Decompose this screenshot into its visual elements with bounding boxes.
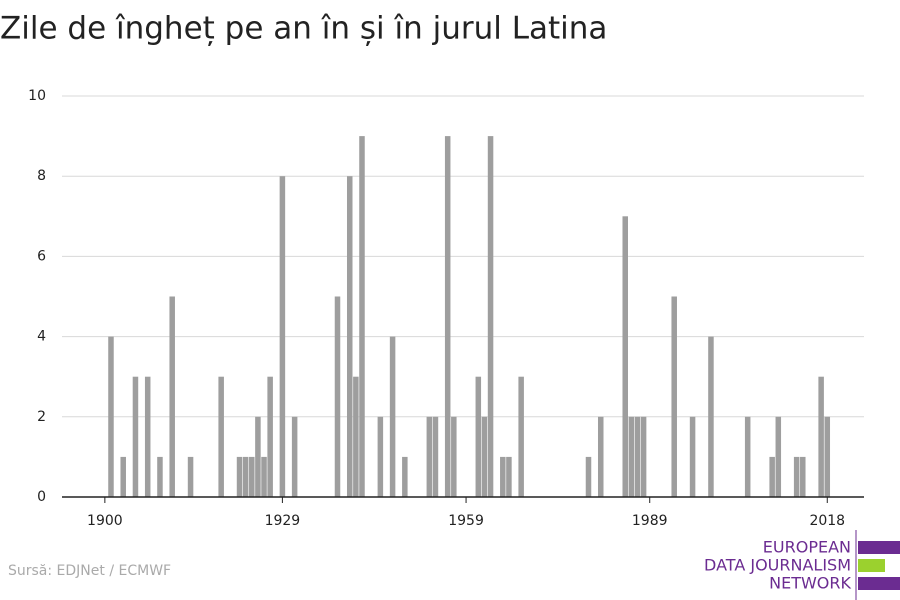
bar: [279, 176, 286, 497]
bar: [261, 456, 267, 497]
x-tick-label: 1929: [265, 513, 301, 529]
bar: [793, 456, 800, 497]
bar: [451, 416, 457, 497]
bar: [744, 416, 751, 497]
bar: [628, 416, 635, 497]
bar: [389, 336, 396, 497]
logo-bar: [858, 577, 900, 590]
bar: [487, 136, 494, 497]
bar: [689, 416, 696, 497]
logo-text: DATA JOURNALISM: [704, 556, 851, 575]
x-tick-label: 1989: [632, 513, 668, 529]
bar: [236, 456, 243, 497]
bar: [824, 416, 831, 497]
bar: [481, 416, 488, 497]
bar: [634, 416, 641, 497]
y-tick-label: 8: [37, 168, 46, 184]
bar: [518, 376, 524, 497]
bar: [800, 456, 806, 497]
bar: [334, 296, 341, 497]
bar: [359, 136, 365, 497]
x-tick-label: 1900: [87, 513, 123, 529]
bar: [640, 416, 647, 497]
bar: [426, 416, 433, 497]
y-tick-label: 0: [37, 489, 46, 505]
bar: [218, 376, 224, 497]
bar: [585, 456, 592, 497]
bar: [377, 416, 384, 497]
bar: [157, 456, 163, 497]
logo-text: NETWORK: [769, 574, 851, 593]
chart-title: Zile de îngheț pe an în și în jurul Lati…: [0, 11, 607, 47]
bar: [346, 176, 353, 497]
bar: [353, 376, 359, 497]
bar: [144, 376, 151, 497]
bar: [622, 216, 628, 498]
bar: [132, 376, 139, 497]
bar: [291, 416, 298, 497]
bar: [775, 416, 782, 497]
bar: [242, 456, 249, 497]
bar: [432, 416, 439, 497]
y-tick-label: 10: [28, 88, 46, 104]
source: Sursă: EDJNet / ECMWF: [8, 563, 171, 579]
bar: [169, 296, 175, 497]
y-tick-label: 2: [37, 409, 46, 425]
bar: [500, 456, 506, 497]
bar: [444, 136, 451, 497]
bar: [187, 456, 194, 497]
bar: [120, 456, 126, 497]
bar: [769, 456, 775, 497]
bar: [255, 416, 261, 497]
bar: [249, 456, 255, 497]
bar: [818, 376, 824, 497]
logo-bar: [858, 541, 900, 554]
bar: [402, 456, 408, 497]
bar: [267, 376, 273, 497]
logo: EUROPEAN DATA JOURNALISM NETWORK: [704, 530, 900, 600]
bar: [708, 336, 714, 497]
x-tick-label: 1959: [448, 513, 484, 529]
logo-bar: [858, 559, 885, 572]
bar: [506, 456, 512, 497]
bar: [108, 336, 114, 497]
y-tick-label: 6: [37, 248, 46, 264]
logo-text: EUROPEAN: [763, 538, 851, 557]
bar: [475, 376, 482, 497]
bar: [671, 296, 677, 497]
x-tick-label: 2018: [809, 513, 845, 529]
bar: [597, 416, 604, 497]
y-tick-label: 4: [37, 329, 46, 345]
